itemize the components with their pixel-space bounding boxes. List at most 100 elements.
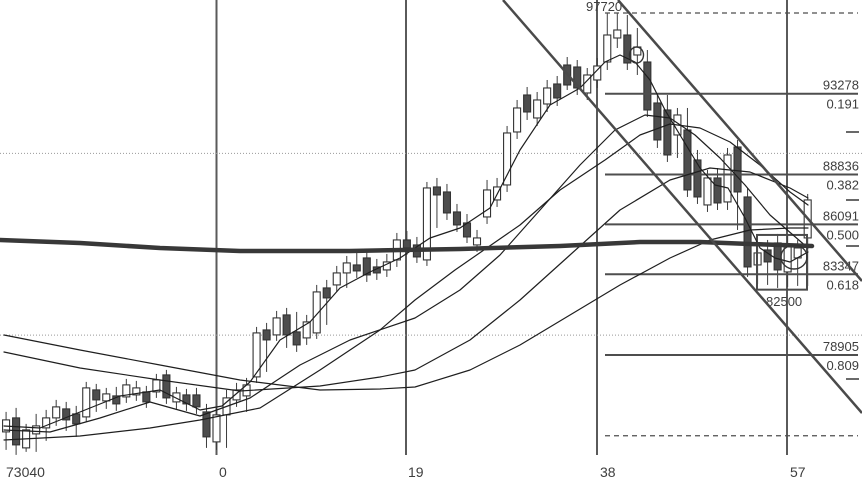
candle-body — [272, 317, 281, 336]
price-box[interactable] — [756, 233, 808, 291]
candle-body — [312, 291, 321, 334]
candle-body — [543, 87, 552, 105]
ellipse-annotations[interactable] — [628, 46, 808, 270]
bearish-candle — [12, 407, 21, 455]
candle-body — [513, 107, 522, 133]
ellipse-annotation[interactable] — [628, 46, 645, 64]
candle-body — [12, 417, 21, 446]
x-axis-label: 0 — [219, 464, 227, 480]
candle-body — [342, 262, 351, 274]
candle-body — [693, 159, 702, 198]
fib-ratio-label: 0.809 — [826, 358, 859, 373]
bearish-candle — [262, 322, 271, 372]
candle-body — [162, 374, 171, 399]
candle-body — [723, 154, 732, 203]
bullish-candle — [332, 265, 341, 292]
fib-price-label: 97720 — [586, 0, 622, 14]
bullish-candle — [613, 13, 622, 48]
bearish-candle — [442, 183, 452, 220]
candle-body — [533, 99, 542, 119]
candle-body — [62, 408, 71, 421]
candle-body — [182, 394, 191, 405]
candle-body — [703, 177, 712, 206]
candle-body — [142, 391, 151, 403]
ellipse-annotation[interactable] — [780, 244, 808, 270]
bearish-candle — [92, 383, 101, 412]
candle-body — [172, 392, 181, 403]
candle-body — [72, 413, 81, 425]
trendline[interactable] — [617, 0, 862, 282]
bullish-candle — [32, 413, 41, 452]
bullish-candle — [122, 378, 131, 403]
trendline[interactable] — [502, 0, 862, 414]
candle-body — [122, 384, 131, 398]
fib-price-label: 88836 — [823, 158, 859, 173]
candle-body — [713, 177, 722, 204]
candle-body — [683, 129, 692, 191]
bullish-candle — [543, 79, 552, 112]
bullish-candle — [212, 407, 221, 450]
bearish-candle — [733, 139, 742, 230]
x-axis-label: 38 — [600, 464, 616, 480]
candle-body — [92, 389, 101, 401]
candle-body — [402, 239, 411, 249]
bullish-candle — [513, 99, 522, 139]
bearish-candle — [653, 94, 662, 148]
candle-body — [232, 389, 241, 401]
bearish-candle — [112, 386, 121, 411]
fib-price-label: 93278 — [823, 78, 859, 93]
fib-ratio-label: 0.500 — [826, 227, 859, 242]
fib-price-label: 83347 — [823, 258, 859, 273]
candle-body — [432, 186, 441, 196]
bearish-candle — [432, 177, 441, 228]
x-axis-label: 19 — [408, 464, 424, 480]
fib-ratio-label: 0.191 — [826, 97, 859, 112]
right-edge-tick-marks — [846, 131, 859, 380]
bearish-candle — [62, 401, 71, 431]
bullish-candle — [302, 314, 311, 345]
candle-body — [252, 332, 261, 378]
fib-ratio-label: 0.618 — [826, 277, 859, 292]
x-axis-labels: 73040 0 19 38 57 — [6, 464, 806, 480]
candle-body — [332, 272, 341, 286]
candle-body — [442, 191, 452, 214]
candle-body — [422, 187, 431, 261]
candle-body — [262, 329, 271, 341]
bullish-candle — [132, 380, 141, 401]
bullish-candle — [482, 179, 492, 224]
bearish-candle — [282, 307, 291, 348]
bearish-candle — [202, 403, 211, 448]
candle-body — [82, 387, 91, 418]
bullish-candle — [503, 125, 512, 192]
candle-body — [743, 196, 752, 268]
ma-slow2-line — [3, 227, 809, 391]
candle-body — [212, 414, 221, 443]
fibonacci-retracement[interactable]: 97720 93278 0.191 88836 0.382 86091 0.500 83347… — [586, 0, 859, 437]
candle-body — [282, 314, 291, 336]
candle-body — [322, 287, 331, 299]
ma-fast-line — [3, 54, 809, 429]
candle-body — [32, 425, 41, 435]
candle-body — [523, 94, 532, 113]
ma-heavy-line — [0, 237, 815, 254]
candle-body — [733, 146, 742, 193]
rectangle-annotation[interactable]: 82500 — [756, 233, 808, 309]
candle-body — [52, 406, 61, 419]
bearish-candle — [192, 387, 201, 414]
bearish-candle — [162, 369, 171, 404]
descending-trendlines[interactable] — [502, 0, 862, 414]
bullish-candle — [723, 147, 732, 210]
moving-average-lines — [0, 54, 815, 441]
fib-ratio-label: 0.382 — [826, 177, 859, 192]
candle-body — [613, 29, 622, 39]
bearish-candle — [623, 14, 632, 70]
ma-medium-line — [3, 123, 809, 441]
candle-body — [503, 132, 512, 186]
x-axis-label: 57 — [790, 464, 806, 480]
candle-body — [302, 321, 311, 339]
bullish-candle — [533, 91, 542, 126]
candle-body — [623, 34, 632, 64]
fib-price-label: 78905 — [823, 339, 859, 354]
